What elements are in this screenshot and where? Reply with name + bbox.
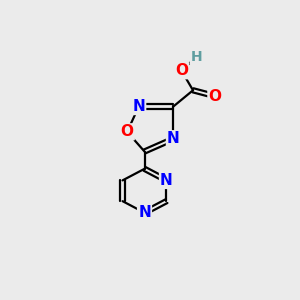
Text: H: H bbox=[191, 50, 202, 64]
Text: N: N bbox=[160, 173, 173, 188]
Text: O: O bbox=[121, 124, 134, 140]
Text: N: N bbox=[138, 205, 151, 220]
Text: O: O bbox=[208, 88, 221, 104]
Text: N: N bbox=[132, 99, 145, 114]
Text: N: N bbox=[167, 131, 180, 146]
Text: O: O bbox=[175, 63, 188, 78]
